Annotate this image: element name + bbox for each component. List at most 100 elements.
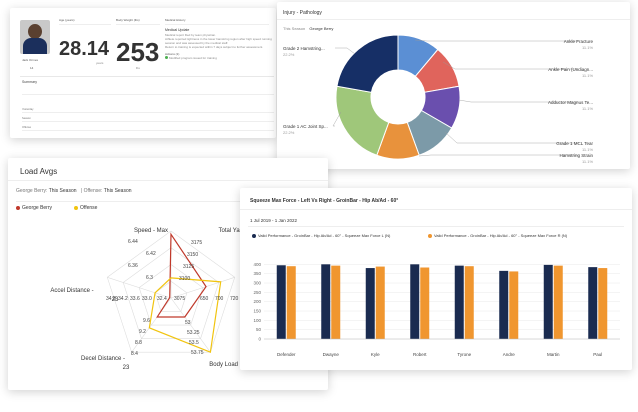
y-tick-label: 400 — [253, 262, 261, 267]
radar-tick-label: 9.6 — [143, 318, 150, 324]
bar — [375, 266, 385, 339]
injury-filter[interactable]: This Season George Berry — [283, 26, 333, 31]
radar-axis-label: 23 — [123, 365, 130, 371]
radar-tick-label: 3150 — [187, 252, 198, 258]
load-card-title: Load Avgs — [20, 167, 58, 176]
slice-label: Ankle Fracture — [564, 39, 594, 44]
filter-player-period: This Season — [48, 188, 77, 194]
radar-tick-label: 8.4 — [131, 351, 138, 357]
table-row-label: Yesterday — [22, 108, 34, 111]
filter-offense-period: This Season — [103, 188, 132, 194]
x-tick-label: Paul — [593, 352, 602, 357]
y-tick-label: 0 — [258, 337, 261, 342]
radar-tick-label: 33.6 — [130, 296, 140, 302]
bar — [276, 265, 286, 339]
y-tick-label: 100 — [253, 318, 261, 323]
radar-tick-label: 34.2 — [118, 296, 128, 302]
slice-percent: 22.2% — [283, 130, 295, 135]
legend-dot-icon — [74, 205, 78, 210]
radar-tick-label: 53.5 — [189, 340, 199, 346]
radar-axis-label: Body Load — [209, 362, 238, 368]
legend-george[interactable]: George Berry — [16, 205, 52, 211]
table-header-line — [22, 94, 274, 95]
load-filters[interactable]: George Berry: This Season | Offense: Thi… — [16, 188, 132, 194]
squeeze-max-force-card: Squeeze Max Force - Left Vs Right - Groi… — [240, 188, 632, 370]
bar — [499, 270, 509, 339]
y-tick-label: 300 — [253, 281, 261, 286]
radar-axis-label: Total Yards — [219, 228, 248, 234]
x-tick-label: Tyrone — [457, 352, 471, 357]
age-column-header: Age (years) — [59, 18, 111, 25]
radar-tick-label: 6.3 — [146, 275, 153, 281]
leader-line — [444, 131, 579, 144]
slice-percent: 11.1% — [582, 73, 593, 78]
radar-tick-label: 53 — [185, 320, 191, 326]
slice-percent: 11.1% — [582, 159, 593, 164]
radar-axis-line — [107, 277, 172, 299]
x-tick-label: Defender — [277, 352, 296, 357]
leader-line — [442, 61, 579, 70]
filter-offense-label: Offense: — [83, 188, 103, 194]
legend-offense[interactable]: Offense — [74, 205, 97, 211]
divider — [277, 19, 630, 20]
radar-tick-label: 720 — [230, 296, 239, 302]
radar-tick-label: 9.2 — [139, 329, 146, 335]
radar-series-george — [156, 232, 207, 318]
legend-label: Valid Performance - GroinBar - Hip Ab/Ad… — [434, 233, 568, 238]
injury-card-title: Injury - Pathology — [283, 10, 322, 16]
legend-dot-icon — [252, 233, 256, 238]
bar — [410, 264, 420, 339]
slice-label: Hamstring Strain — [559, 153, 593, 158]
radar-tick-label: 3075 — [174, 296, 185, 302]
x-tick-label: Robert — [413, 352, 427, 357]
legend-label: George Berry — [22, 205, 53, 211]
radar-tick-label: 8.8 — [135, 340, 142, 346]
legend-label: Offense — [80, 205, 98, 211]
filter-player: George Berry — [309, 26, 334, 31]
age-unit: years — [96, 61, 104, 65]
leader-line — [418, 154, 579, 157]
bar — [509, 271, 519, 339]
radar-tick-label: 6.44 — [128, 239, 138, 245]
radar-grid-ring — [122, 247, 220, 339]
age-value: 28.14 — [59, 38, 110, 60]
y-tick-label: 250 — [253, 290, 261, 295]
radar-tick-label: 6.36 — [128, 263, 138, 269]
divider — [20, 76, 274, 77]
medical-record: Medical Update Medical report filed by t… — [165, 28, 273, 60]
donut-slice — [336, 34, 399, 93]
player-number: 14 — [30, 66, 34, 70]
slice-percent: 11.1% — [582, 147, 593, 152]
radar-tick-label: 32.4 — [157, 296, 167, 302]
divider — [16, 201, 256, 202]
table-row-label: Offense — [22, 126, 32, 129]
action-item[interactable]: Modified program issued for training — [165, 56, 273, 60]
radar-tick-label: 34.8 — [106, 296, 116, 302]
radar-tick-label: 3100 — [179, 276, 190, 282]
radar-grid-ring — [138, 264, 204, 326]
table-row — [22, 121, 274, 122]
radar-grid-ring — [106, 230, 236, 353]
radar-series-offense — [148, 277, 222, 354]
slice-percent: 11.1% — [582, 45, 593, 50]
date-range[interactable]: 1 Jul 2019 - 1 Jan 2022 — [250, 218, 298, 223]
bar — [543, 264, 553, 339]
load-radar-chart: Speed - Max Total Yards Body Load Decel Dis… — [50, 228, 248, 371]
slice-percent: 11.1% — [582, 106, 593, 111]
leader-line — [335, 47, 356, 55]
slice-label: Grade 1 AC Joint Sp... — [283, 124, 328, 129]
y-tick-label: 50 — [256, 327, 262, 332]
slice-label: Grade 2 Hamstring... — [283, 46, 325, 51]
weight-value: 253 — [116, 37, 160, 67]
legend-right-force[interactable]: Valid Performance - GroinBar - Hip Ab/Ad… — [428, 233, 567, 238]
radar-axis-line — [170, 277, 235, 299]
legend-dot-icon — [428, 233, 432, 238]
action-item-label: Modified program issued for training — [169, 56, 217, 60]
player-name: Jack Ormes — [22, 58, 39, 62]
legend-dot-icon — [16, 205, 20, 210]
bar — [286, 266, 296, 339]
legend-left-force[interactable]: Valid Performance - GroinBar - Hip Ab/Ad… — [252, 233, 390, 238]
bar — [553, 265, 563, 339]
filter-separator: | — [80, 188, 83, 194]
